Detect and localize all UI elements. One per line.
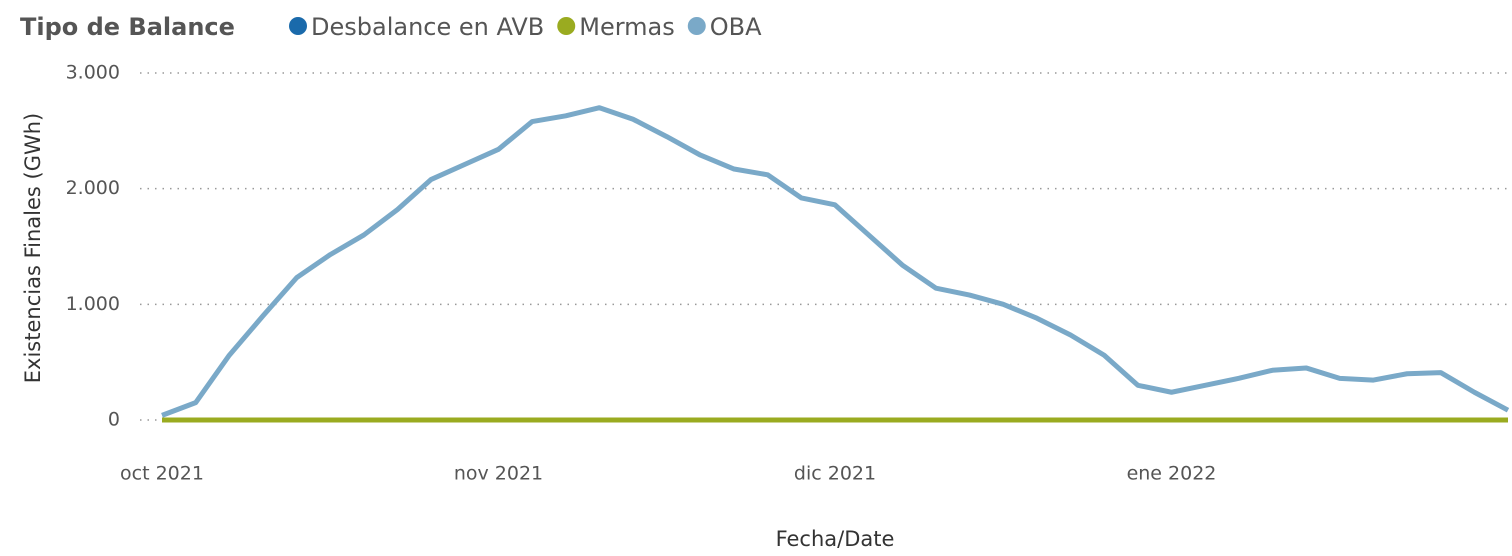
legend-title: Tipo de Balance bbox=[20, 13, 235, 41]
legend-label: OBA bbox=[710, 13, 762, 41]
y-tick-label: 0 bbox=[108, 409, 120, 431]
y-tick-label: 2.000 bbox=[66, 177, 120, 199]
legend-marker bbox=[289, 17, 307, 35]
legend-marker bbox=[687, 17, 706, 35]
legend-label: Mermas bbox=[579, 13, 675, 41]
x-tick-label: dic 2021 bbox=[794, 463, 876, 485]
y-axis-title: Existencias Finales (GWh) bbox=[21, 113, 45, 383]
series-line bbox=[161, 105, 1510, 418]
x-tick-label: oct 2021 bbox=[120, 463, 204, 485]
y-tick-label: 3.000 bbox=[66, 62, 120, 84]
x-tick-label: ene 2022 bbox=[1127, 463, 1217, 485]
y-tick-label: 1.000 bbox=[66, 293, 120, 315]
x-axis-title: Fecha/Date bbox=[776, 527, 895, 551]
legend-marker bbox=[557, 17, 576, 35]
legend-label: Desbalance en AVB bbox=[311, 13, 544, 41]
x-tick-label: nov 2021 bbox=[454, 463, 543, 485]
